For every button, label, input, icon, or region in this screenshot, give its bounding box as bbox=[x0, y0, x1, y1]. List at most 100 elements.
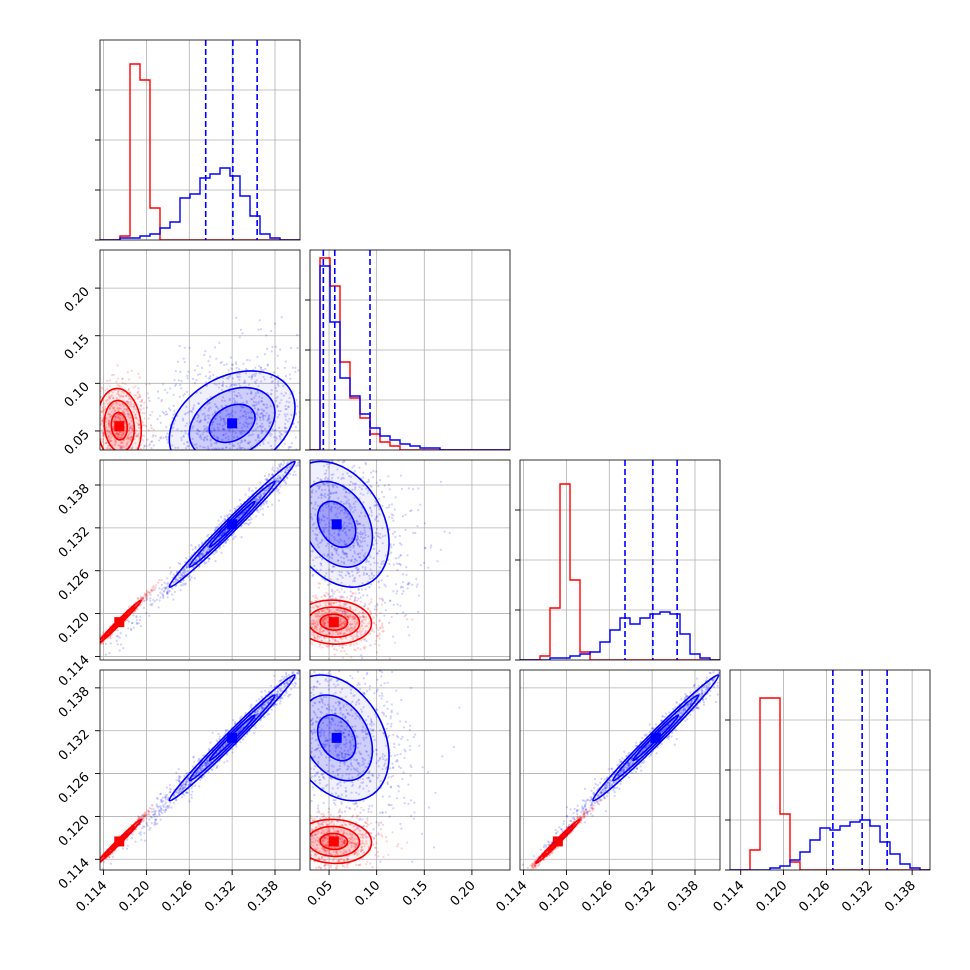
scatter-point bbox=[213, 428, 216, 432]
scatter-point bbox=[296, 346, 299, 350]
scatter-point bbox=[226, 489, 228, 491]
scatter-point bbox=[376, 534, 379, 538]
scatter-point bbox=[248, 375, 251, 379]
scatter-point bbox=[176, 360, 180, 363]
scatter-point bbox=[172, 573, 175, 576]
scatter-point bbox=[359, 552, 362, 555]
scatter-point bbox=[204, 463, 206, 465]
scatter-point bbox=[201, 552, 204, 555]
scatter-point bbox=[290, 645, 292, 647]
scatter-point bbox=[304, 445, 306, 447]
scatter-point bbox=[228, 428, 231, 431]
scatter-point bbox=[191, 437, 194, 440]
scatter-point bbox=[227, 455, 229, 457]
scatter-point bbox=[334, 639, 337, 643]
scatter-point bbox=[306, 610, 308, 612]
scatter-point bbox=[92, 649, 94, 651]
scatter-point bbox=[160, 456, 162, 458]
scatter-point bbox=[187, 575, 190, 578]
scatter-point bbox=[349, 608, 352, 611]
scatter-point bbox=[221, 399, 224, 402]
scatter-point bbox=[256, 509, 259, 512]
scatter-point bbox=[109, 395, 112, 398]
scatter-point bbox=[322, 624, 325, 627]
scatter-point bbox=[132, 386, 135, 389]
scatter-point bbox=[188, 577, 191, 580]
scatter-point bbox=[378, 644, 381, 647]
scatter-point bbox=[333, 548, 336, 551]
scatter-point bbox=[94, 645, 96, 647]
scatter-point bbox=[96, 420, 98, 422]
scatter-point bbox=[355, 566, 358, 569]
scatter-point bbox=[198, 511, 200, 513]
scatter-point bbox=[161, 410, 164, 413]
scatter-point bbox=[278, 625, 280, 627]
scatter-point bbox=[238, 378, 241, 381]
scatter-point bbox=[101, 387, 104, 390]
scatter-point bbox=[284, 404, 287, 407]
scatter-point bbox=[180, 472, 182, 474]
scatter-point bbox=[322, 483, 326, 486]
scatter-point bbox=[124, 413, 127, 416]
scatter-point bbox=[381, 599, 384, 602]
scatter-point bbox=[163, 581, 166, 584]
scatter-point bbox=[191, 462, 193, 464]
scatter-point bbox=[287, 524, 289, 526]
scatter-point bbox=[228, 416, 231, 419]
scatter-point bbox=[172, 581, 175, 584]
scatter-point bbox=[173, 419, 177, 422]
scatter-point bbox=[150, 604, 153, 607]
scatter-point bbox=[93, 644, 95, 646]
scatter-point bbox=[214, 528, 217, 531]
scatter-point bbox=[380, 603, 383, 606]
scatter-point bbox=[250, 390, 253, 393]
scatter-point bbox=[92, 646, 94, 648]
scatter-point bbox=[107, 419, 110, 422]
scatter-point bbox=[277, 384, 280, 387]
scatter-point bbox=[301, 453, 303, 455]
scatter-point bbox=[349, 614, 352, 617]
scatter-point bbox=[307, 414, 309, 416]
scatter-point bbox=[371, 576, 374, 580]
scatter-point bbox=[257, 498, 260, 501]
scatter-point bbox=[143, 401, 146, 404]
scatter-point bbox=[330, 506, 333, 509]
scatter-point bbox=[278, 475, 281, 478]
scatter-point bbox=[117, 432, 121, 435]
scatter-point bbox=[250, 417, 254, 420]
scatter-point bbox=[267, 487, 270, 490]
scatter-point bbox=[108, 419, 111, 422]
scatter-point bbox=[296, 589, 298, 591]
scatter-point bbox=[235, 394, 238, 398]
scatter-point bbox=[318, 521, 321, 524]
scatter-point bbox=[97, 425, 99, 427]
scatter-point bbox=[376, 561, 379, 565]
scatter-point bbox=[332, 484, 335, 487]
scatter-point bbox=[235, 474, 237, 476]
scatter-point bbox=[292, 457, 294, 459]
scatter-point bbox=[203, 439, 206, 442]
scatter-point bbox=[107, 453, 109, 455]
scatter-point bbox=[316, 613, 319, 616]
scatter-point bbox=[218, 476, 220, 478]
scatter-point bbox=[307, 451, 309, 453]
scatter-point bbox=[107, 422, 111, 425]
scatter-point bbox=[195, 443, 198, 446]
scatter-point bbox=[237, 516, 240, 520]
scatter-point bbox=[128, 413, 131, 416]
scatter-point bbox=[301, 474, 303, 476]
scatter-point bbox=[343, 521, 346, 524]
scatter-point bbox=[345, 629, 349, 632]
scatter-point bbox=[340, 650, 343, 653]
scatter-point bbox=[106, 402, 109, 405]
scatter-point bbox=[340, 605, 343, 608]
scatter-point bbox=[297, 461, 300, 464]
scatter-point bbox=[207, 360, 210, 363]
scatter-point bbox=[208, 364, 211, 367]
scatter-point bbox=[151, 410, 154, 414]
scatter-point bbox=[238, 446, 241, 450]
scatter-point bbox=[97, 646, 99, 648]
scatter-point bbox=[108, 435, 111, 438]
scatter-point bbox=[416, 583, 419, 586]
scatter-point bbox=[240, 513, 244, 516]
